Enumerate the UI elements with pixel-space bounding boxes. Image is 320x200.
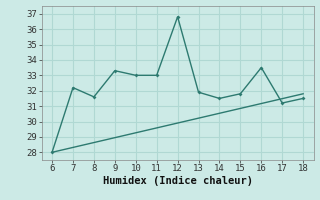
X-axis label: Humidex (Indice chaleur): Humidex (Indice chaleur) [103,176,252,186]
